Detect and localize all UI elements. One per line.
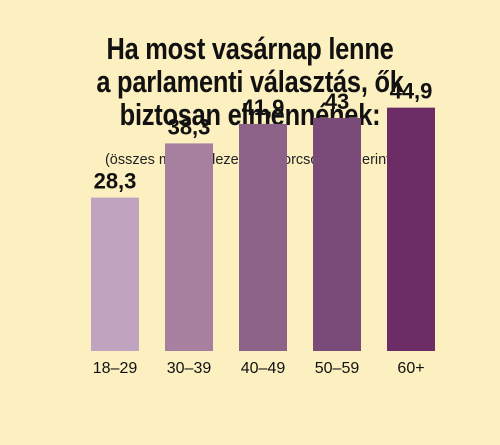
bar-60+ [387, 107, 435, 351]
bar-40–49 [239, 123, 287, 351]
bar-30–39 [165, 143, 213, 351]
value-label-18–29: 28,3 [94, 169, 137, 194]
value-label-60+: 44,9 [390, 79, 433, 104]
value-label-30–39: 38,3 [168, 114, 211, 139]
category-label-40–49: 40–49 [241, 360, 286, 377]
chart-title-line-2: a parlamenti választás, ők [96, 64, 404, 99]
category-label-30–39: 30–39 [167, 360, 212, 377]
category-label-60+: 60+ [397, 360, 424, 377]
value-label-40–49: 41,9 [242, 95, 285, 120]
bar-18–29 [91, 197, 139, 351]
category-label-50–59: 50–59 [315, 360, 360, 377]
chart-title-line-1: Ha most vasárnap lenne [106, 31, 394, 66]
category-label-18–29: 18–29 [93, 360, 138, 377]
chart-title: Ha most vasárnap lenne a parlamenti vála… [45, 32, 455, 131]
value-label-50–59: 43 [325, 89, 349, 114]
bar-50–59 [313, 117, 361, 351]
